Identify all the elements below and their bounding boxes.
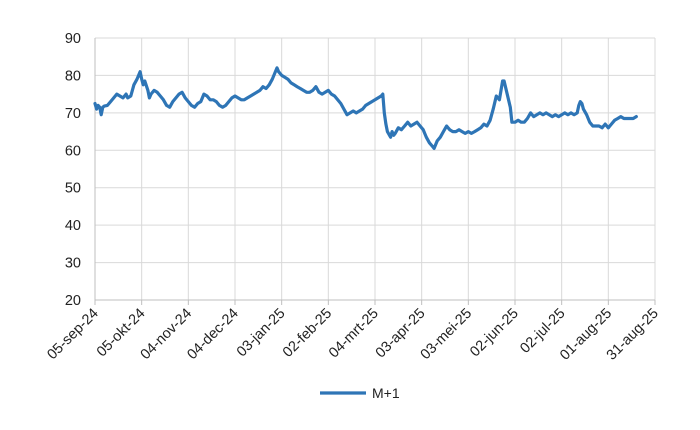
x-tick-label: 04-dec-24 (184, 306, 241, 363)
x-axis: 05-sep-2405-okt-2404-nov-2404-dec-2403-j… (44, 299, 662, 364)
series-line-0 (93, 66, 638, 150)
x-tick-label: 05-sep-24 (44, 306, 101, 363)
legend: M+1 (320, 385, 400, 401)
gridlines (94, 37, 656, 301)
x-tick-label: 02-feb-25 (280, 306, 335, 361)
x-tick-label: 03-jan-25 (234, 306, 289, 361)
series-layer (93, 66, 638, 150)
y-axis: 20 30 40 50 60 70 80 90 (65, 31, 96, 309)
y-tick-label: 80 (65, 68, 81, 84)
x-tick-label: 04-mrt-25 (326, 306, 382, 362)
x-tick-label: 02-jun-25 (467, 306, 522, 361)
y-tick-label: 50 (65, 181, 81, 197)
y-tick-label: 40 (65, 218, 81, 234)
y-tick-label: 90 (65, 31, 81, 47)
y-tick-label: 60 (65, 143, 81, 159)
y-tick-label: 30 (65, 256, 81, 272)
x-tick-label: 03-mei-25 (418, 306, 475, 363)
legend-label: M+1 (372, 385, 400, 401)
y-tick-label: 70 (65, 106, 81, 122)
y-tick-label: 20 (65, 293, 81, 309)
